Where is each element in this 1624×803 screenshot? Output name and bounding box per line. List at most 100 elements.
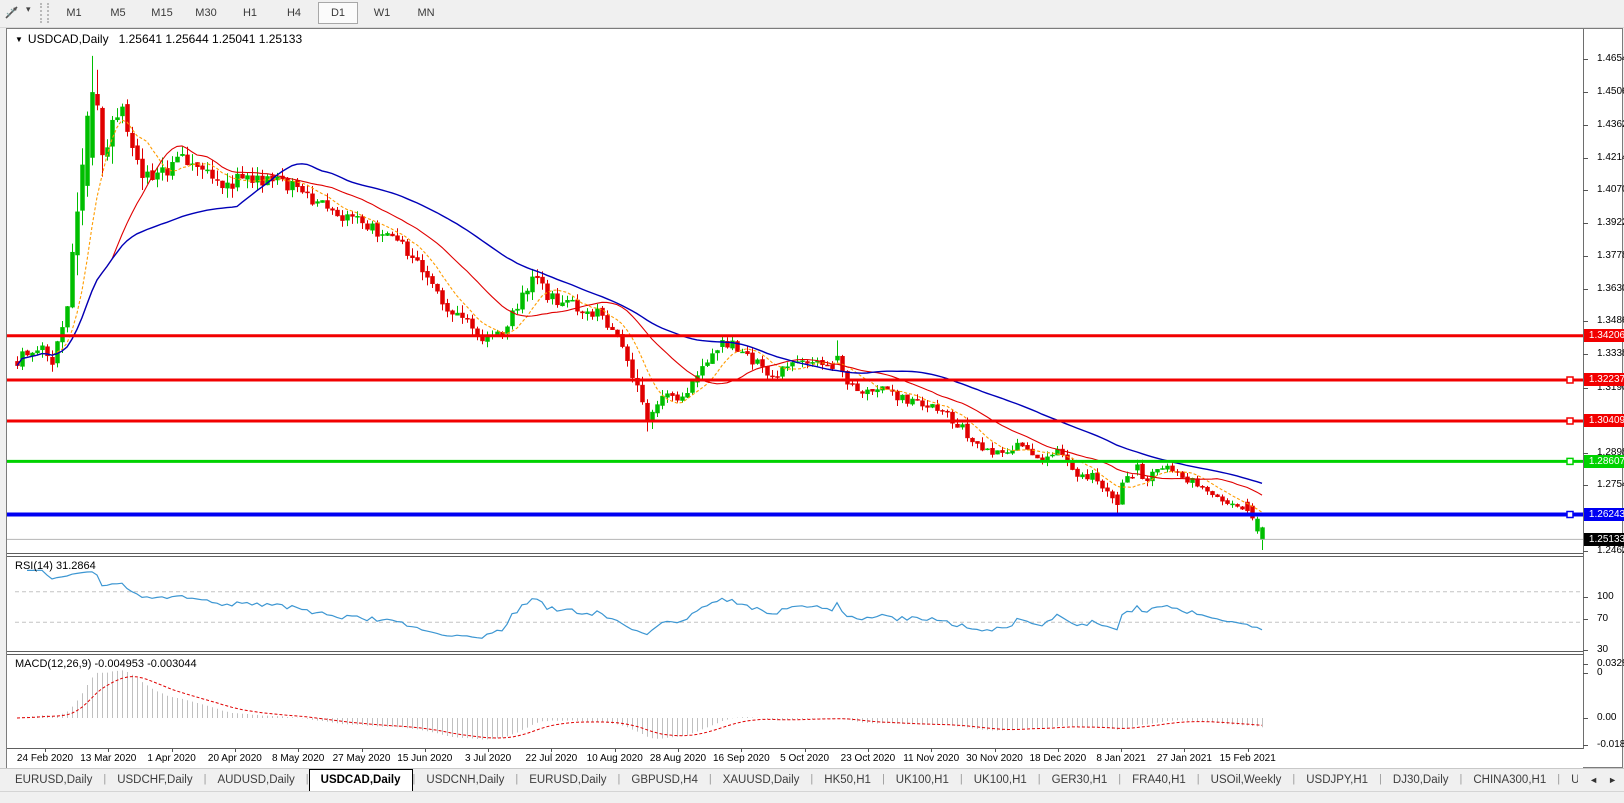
price-tick-mark xyxy=(1583,453,1588,455)
date-tick-mark xyxy=(298,749,300,752)
chart-tab-hk50-h1[interactable]: HK50,H1 xyxy=(824,774,871,786)
tab-separator: | xyxy=(881,773,885,785)
price-tick-label: 1.36300 xyxy=(1597,282,1624,294)
rsi-indicator-label: RSI(14) 31.2864 xyxy=(15,560,96,572)
chart-tab-eurusd-daily[interactable]: EURUSD,Daily xyxy=(15,774,93,786)
date-tick-mark xyxy=(804,749,806,752)
chart-tab-bar: EURUSD,Daily | USDCHF,Daily | AUDUSD,Daily | U… xyxy=(0,768,1624,791)
date-tick-label: 27 Jan 2021 xyxy=(1156,753,1212,764)
date-tick-mark xyxy=(551,749,553,752)
macd-tick-label: 0.032972 xyxy=(1597,658,1624,669)
tab-separator: | xyxy=(1037,773,1041,785)
timeframe-H4[interactable]: H4 xyxy=(286,7,302,19)
tab-separator: | xyxy=(708,773,712,785)
date-tick-mark xyxy=(1184,749,1186,752)
chart-ohlc-values: 1.25641 1.25644 1.25041 1.25133 xyxy=(118,32,303,46)
price-tick-mark xyxy=(1583,92,1588,94)
price-level-label: 1.25133 xyxy=(1584,532,1624,546)
date-tick-mark xyxy=(994,749,996,752)
tab-separator: | xyxy=(515,773,519,785)
price-tick-mark xyxy=(1583,124,1588,126)
chart-tab-usdchf-daily[interactable]: USDCHF,Daily xyxy=(117,774,193,786)
chart-tab-fra40-h1[interactable]: FRA40,H1 xyxy=(1132,774,1186,786)
timeframe-D1[interactable]: D1 xyxy=(318,2,358,24)
rsi-tick-label: 100 xyxy=(1597,591,1614,602)
date-tick-label: 22 Jul 2020 xyxy=(525,753,578,764)
chart-dropdown-icon[interactable]: ▼ xyxy=(15,35,23,44)
date-tick-mark xyxy=(424,749,426,752)
price-level-label: 1.30409 xyxy=(1584,414,1624,428)
tab-scroll-left-icon[interactable]: ◄ xyxy=(1589,775,1599,785)
price-tick-mark xyxy=(1583,190,1588,192)
chart-tab-china300-h1[interactable]: CHINA300,H1 xyxy=(1473,774,1547,786)
date-tick-label: 30 Nov 2020 xyxy=(966,753,1023,764)
macd-tick-mark xyxy=(1583,718,1588,719)
chart-tab-u[interactable]: U xyxy=(1571,774,1580,786)
price-tick-mark xyxy=(1583,387,1588,389)
tab-separator: | xyxy=(959,773,963,785)
chart-title: ▼ USDCAD,Daily 1.25641 1.25644 1.25041 1.2… xyxy=(15,32,302,46)
price-tick-mark xyxy=(1583,255,1588,257)
timeframe-M5[interactable]: M5 xyxy=(110,7,126,19)
line-studies-icon[interactable] xyxy=(4,4,24,22)
timeframe-M1[interactable]: M1 xyxy=(66,7,82,19)
rsi-tick-label: 0 xyxy=(1597,667,1603,678)
chart-tab-usdjpy-h1[interactable]: USDJPY,H1 xyxy=(1306,774,1369,786)
date-axis[interactable]: 24 Feb 2020 13 Mar 2020 1 Apr 2020 20 Apr 2… xyxy=(7,749,1583,769)
tab-separator: | xyxy=(305,773,309,785)
tab-separator: | xyxy=(412,773,416,785)
chart-tab-uk100-h1[interactable]: UK100,H1 xyxy=(973,774,1027,786)
price-tick-label: 1.31900 xyxy=(1597,381,1624,393)
main-chart-canvas[interactable] xyxy=(7,29,1583,553)
rsi-tick-label: 30 xyxy=(1597,644,1609,655)
timeframe-H1[interactable]: H1 xyxy=(242,7,258,19)
price-tick-mark xyxy=(1583,223,1588,225)
date-tick-label: 20 Apr 2020 xyxy=(207,753,262,764)
timeframe-W1[interactable]: W1 xyxy=(373,7,391,19)
toolbar-dropdown-icon[interactable]: ▾ xyxy=(26,4,31,14)
tab-separator: | xyxy=(1196,773,1200,785)
date-tick-label: 16 Sep 2020 xyxy=(712,753,770,764)
macd-panel-canvas[interactable] xyxy=(7,655,1583,747)
chart-tab-usdcnh-daily[interactable]: USDCNH,Daily xyxy=(426,774,505,786)
date-tick-label: 23 Oct 2020 xyxy=(840,753,896,764)
rsi-panel-canvas[interactable] xyxy=(7,557,1583,651)
timeframe-M30[interactable]: M30 xyxy=(195,7,217,19)
price-tick-label: 1.34860 xyxy=(1597,315,1624,327)
price-tick-mark xyxy=(1583,550,1588,552)
chart-tab-xauusd-daily[interactable]: XAUUSD,Daily xyxy=(722,774,800,786)
date-tick-label: 27 May 2020 xyxy=(332,753,391,764)
macd-tick-mark xyxy=(1583,745,1588,746)
tab-scroll-right-icon[interactable]: ► xyxy=(1608,775,1617,785)
date-tick-label: 5 Oct 2020 xyxy=(780,753,830,764)
timeframe-MN[interactable]: MN xyxy=(417,7,435,19)
chart-tab-ger30-h1[interactable]: GER30,H1 xyxy=(1051,774,1108,786)
rsi-current-value: 31.2864 xyxy=(55,560,96,572)
rsi-tick-mark xyxy=(1583,619,1588,620)
chart-tab-usdcad-daily[interactable]: USDCAD,Daily xyxy=(308,769,413,791)
date-tick-mark xyxy=(678,749,679,752)
chart-tab-usoil-weekly[interactable]: USOil,Weekly xyxy=(1210,774,1282,786)
tab-separator: | xyxy=(1292,773,1296,785)
price-tick-label: 1.33380 xyxy=(1597,348,1624,360)
date-tick-label: 24 Feb 2020 xyxy=(16,753,74,764)
price-level-label: 1.34206 xyxy=(1584,329,1624,343)
chart-tab-audusd-daily[interactable]: AUDUSD,Daily xyxy=(217,774,295,786)
date-tick-label: 28 Aug 2020 xyxy=(649,753,707,764)
date-tick-label: 8 Jan 2021 xyxy=(1096,753,1146,764)
timeframe-group: M1 M5 M15 M30 H1 H4 D1 W1 MN xyxy=(52,2,448,24)
chart-tab-eurusd-daily[interactable]: EURUSD,Daily xyxy=(529,774,607,786)
macd-tick-label: -0.018154 xyxy=(1597,739,1624,750)
tab-separator: | xyxy=(1379,773,1382,785)
tab-separator: | xyxy=(103,773,107,785)
date-tick-mark xyxy=(1121,749,1123,752)
price-level-label: 1.28607 xyxy=(1584,454,1624,468)
chart-window: ▼ USDCAD,Daily 1.25641 1.25644 1.25041 1.2… xyxy=(6,28,1624,769)
chart-tab-dj30-daily[interactable]: DJ30,Daily xyxy=(1392,774,1449,786)
chart-tab-gbpusd-h4[interactable]: GBPUSD,H4 xyxy=(631,774,698,786)
date-tick-mark xyxy=(614,749,616,752)
date-tick-mark xyxy=(108,749,110,752)
timeframe-M15[interactable]: M15 xyxy=(151,7,173,19)
chart-tab-uk100-h1[interactable]: UK100,H1 xyxy=(895,774,949,786)
macd-current-values: -0.004953 -0.003044 xyxy=(94,658,197,670)
